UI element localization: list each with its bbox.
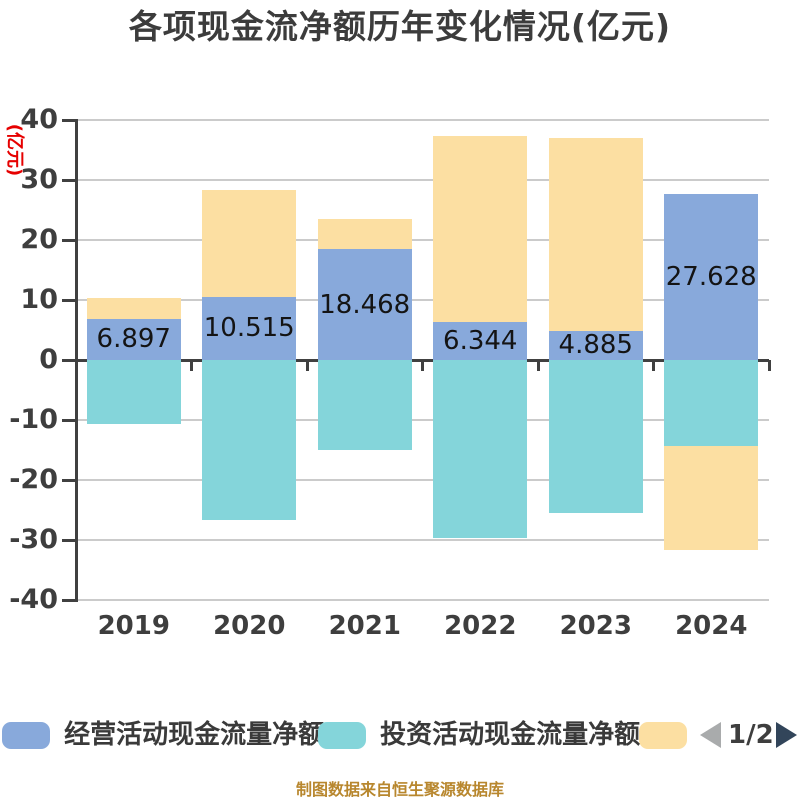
bar-2023-operating[interactable] bbox=[548, 330, 643, 360]
legend-label-operating: 经营活动现金流量净额 bbox=[64, 720, 325, 750]
legend-label-investing: 投资活动现金流量净额 bbox=[380, 720, 641, 750]
bar-2021-investing[interactable] bbox=[317, 360, 412, 450]
x-tick-mark bbox=[421, 360, 424, 371]
gridline bbox=[76, 119, 769, 121]
y-tick-mark bbox=[62, 358, 76, 362]
gridline bbox=[76, 299, 769, 301]
x-tick-label-2019: 2019 bbox=[97, 611, 170, 641]
y-tick-label: 10 bbox=[20, 284, 58, 315]
legend-item-operating[interactable]: 经营活动现金流量净额 bbox=[2, 721, 324, 749]
y-tick-label: -20 bbox=[9, 464, 58, 495]
bar-2022-financing[interactable] bbox=[433, 135, 528, 322]
prev-page-icon[interactable] bbox=[700, 722, 721, 748]
bar-2020-financing[interactable] bbox=[202, 189, 297, 297]
bar-2021-operating[interactable] bbox=[317, 249, 412, 360]
bar-value-label-2020: 10.515 bbox=[203, 313, 295, 344]
y-tick-label: -30 bbox=[9, 524, 58, 555]
bar-2023-investing[interactable] bbox=[548, 360, 643, 513]
bar-value-label-2022: 6.344 bbox=[443, 325, 518, 356]
bar-2022-investing[interactable] bbox=[433, 360, 528, 538]
x-tick-mark bbox=[305, 360, 309, 371]
bar-2019-operating[interactable] bbox=[86, 318, 181, 360]
y-tick-label: -10 bbox=[9, 404, 58, 435]
y-tick-mark bbox=[62, 418, 76, 422]
y-axis-line bbox=[74, 119, 78, 602]
y-tick-label: 20 bbox=[20, 224, 58, 255]
x-tick-label-2021: 2021 bbox=[328, 611, 401, 641]
x-tick-label-2020: 2020 bbox=[213, 611, 286, 641]
x-tick-mark bbox=[190, 360, 193, 371]
bar-2024-operating[interactable] bbox=[664, 194, 759, 360]
x-tick-label-2024: 2024 bbox=[675, 611, 748, 641]
y-tick-label: 0 bbox=[39, 344, 58, 375]
bar-2024-financing[interactable] bbox=[664, 445, 759, 551]
gridline bbox=[76, 539, 769, 541]
bar-2021-financing[interactable] bbox=[317, 219, 412, 250]
chart-title: 各项现金流净额历年变化情况(亿元) bbox=[128, 7, 672, 46]
bar-value-label-2023: 4.885 bbox=[558, 330, 633, 361]
legend-item-financing[interactable] bbox=[639, 721, 687, 749]
legend: 经营活动现金流量净额 投资活动现金流量净额 1/2 bbox=[0, 720, 800, 750]
x-tick-mark bbox=[536, 360, 540, 371]
bar-2020-operating[interactable] bbox=[202, 296, 297, 360]
bar-value-label-2021: 18.468 bbox=[319, 289, 411, 320]
legend-item-investing[interactable]: 投资活动现金流量净额 bbox=[318, 721, 640, 749]
gridline bbox=[76, 239, 769, 241]
y-tick-mark bbox=[62, 238, 76, 242]
y-tick-mark bbox=[62, 298, 76, 302]
y-tick-mark bbox=[62, 118, 76, 122]
bar-2019-investing[interactable] bbox=[86, 360, 181, 425]
y-tick-mark bbox=[62, 178, 76, 182]
bar-2020-investing[interactable] bbox=[202, 360, 297, 520]
x-tick-mark bbox=[652, 360, 655, 371]
gridline bbox=[76, 419, 769, 421]
x-tick-mark bbox=[767, 360, 771, 371]
y-tick-label: -40 bbox=[9, 584, 58, 615]
bar-2019-financing[interactable] bbox=[86, 298, 181, 319]
source-note: 制图数据来自恒生聚源数据库 bbox=[295, 780, 504, 799]
legend-swatch-investing bbox=[318, 721, 366, 749]
x-tick-label-2023: 2023 bbox=[559, 611, 632, 641]
y-tick-label: 40 bbox=[20, 104, 58, 135]
x-tick-label-2022: 2022 bbox=[444, 611, 517, 641]
gridline bbox=[76, 179, 769, 181]
bar-value-label-2019: 6.897 bbox=[96, 324, 171, 355]
legend-swatch-operating bbox=[2, 721, 50, 749]
bar-2024-investing[interactable] bbox=[664, 360, 759, 446]
gridline bbox=[76, 599, 769, 601]
y-tick-mark bbox=[62, 598, 76, 602]
bar-value-label-2024: 27.628 bbox=[665, 262, 757, 293]
gridline bbox=[76, 479, 769, 481]
next-page-icon[interactable] bbox=[776, 722, 797, 748]
pagination-label: 1/2 bbox=[728, 720, 774, 750]
bar-2022-operating[interactable] bbox=[433, 321, 528, 360]
y-tick-label: 30 bbox=[20, 164, 58, 195]
y-tick-mark bbox=[62, 478, 76, 482]
y-tick-mark bbox=[62, 538, 76, 542]
legend-swatch-financing bbox=[639, 721, 687, 749]
bar-2023-financing[interactable] bbox=[548, 138, 643, 331]
